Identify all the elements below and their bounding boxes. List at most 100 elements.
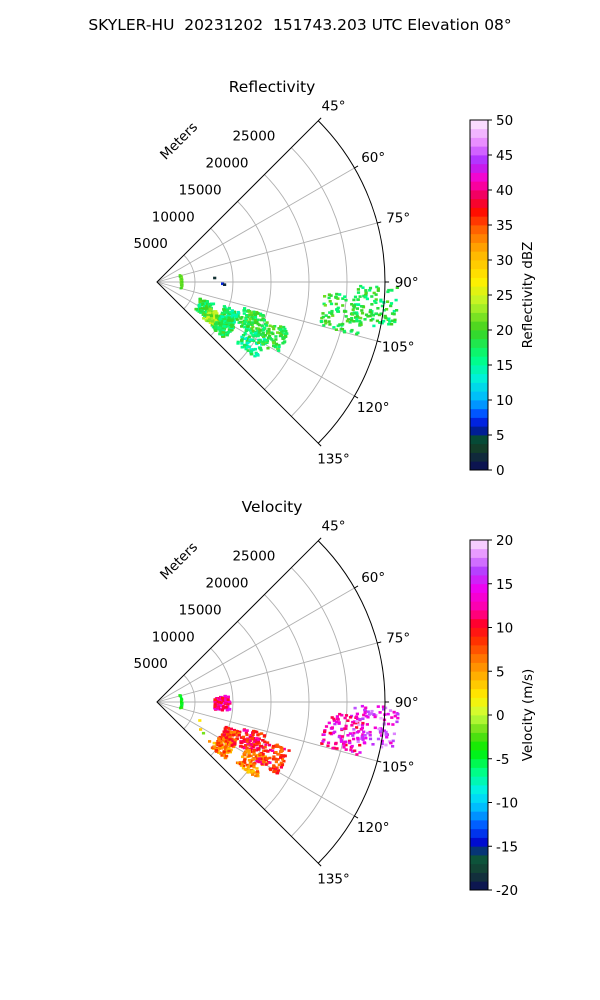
echo-pixel xyxy=(212,316,216,320)
echo-pixel xyxy=(396,712,400,716)
colorbar-segment xyxy=(470,443,488,453)
echo-pixel xyxy=(220,708,224,712)
echo-pixel xyxy=(372,324,376,328)
echo-pixel xyxy=(363,708,367,712)
colorbar-segment xyxy=(470,417,488,427)
echo-pixel xyxy=(321,312,325,315)
echo-pixel xyxy=(366,731,370,735)
echo-pixel xyxy=(357,723,361,726)
echo-pixel xyxy=(389,304,393,308)
echo-pixel xyxy=(374,312,378,315)
colorbar-tick-label: -10 xyxy=(496,796,518,812)
echo-pixel xyxy=(224,706,228,709)
echo-pixel xyxy=(323,730,327,733)
echo-pixel xyxy=(279,746,283,749)
echo-pixel xyxy=(386,712,390,716)
radial-axis-label: Meters xyxy=(157,119,201,163)
echo-pixel xyxy=(213,745,217,748)
echo-pixel xyxy=(213,703,217,706)
angle-tick xyxy=(317,537,322,542)
echo-pixel xyxy=(364,313,369,317)
colorbar-segment xyxy=(470,566,488,576)
echo-pixel xyxy=(249,311,254,314)
echo-pixel xyxy=(247,759,251,762)
echo-pixel xyxy=(260,324,264,327)
echo-pixel xyxy=(268,743,272,747)
echo-pixel xyxy=(349,748,353,752)
echo-pixel xyxy=(256,341,261,344)
echo-pixel xyxy=(364,706,368,710)
echo-pixel xyxy=(348,716,353,719)
echo-pixel xyxy=(348,741,352,745)
echo-pixel xyxy=(246,341,250,345)
echo-pixel xyxy=(321,740,325,743)
echo-pixel xyxy=(201,307,205,310)
echo-pixel xyxy=(246,743,250,746)
echo-pixel xyxy=(370,709,374,713)
echo-pixel xyxy=(355,307,359,310)
echo-pixel xyxy=(352,737,356,741)
echo-pixel xyxy=(278,328,282,331)
echo-pixel xyxy=(248,754,252,758)
echo-pixel xyxy=(261,340,265,344)
echo-pixel xyxy=(219,741,223,744)
echo-pixel xyxy=(258,338,262,342)
echo-pixel xyxy=(215,706,220,710)
echo-pixel xyxy=(226,737,230,741)
colorbar-segment xyxy=(470,837,488,847)
echo-pixel xyxy=(253,740,257,744)
echo-pixel xyxy=(254,774,258,778)
echo-pixel xyxy=(219,321,223,325)
echo-pixel xyxy=(213,328,217,332)
echo-pixel xyxy=(195,307,199,311)
echo-pixel xyxy=(224,739,228,742)
echo-pixel xyxy=(250,737,254,740)
echo-pixel xyxy=(204,308,208,311)
echo-pixel xyxy=(223,694,227,698)
echo-pixel xyxy=(201,731,206,735)
echo-pixel xyxy=(362,730,366,734)
echo-pixel xyxy=(245,740,250,743)
echo-pixel xyxy=(275,771,279,775)
echo-pixel xyxy=(350,328,354,332)
echo-pixel xyxy=(222,335,226,338)
echo-pixel xyxy=(253,331,257,335)
echo-pixel xyxy=(256,774,260,778)
colorbar-segment xyxy=(470,286,488,296)
echo-pixel xyxy=(198,297,202,301)
echo-pixel xyxy=(392,309,396,313)
echo-pixel xyxy=(242,729,246,732)
angle-tick-label: 75° xyxy=(386,210,410,226)
echo-pixel xyxy=(338,293,342,296)
echo-pixel xyxy=(251,329,255,332)
echo-pixel xyxy=(223,319,227,322)
echo-pixel xyxy=(245,339,249,343)
echo-pixel xyxy=(276,331,280,334)
echo-pixel xyxy=(334,328,338,331)
colorbar: 0 5 10 15 20 25 30 35 40 45 50 Reflectivity dBZ xyxy=(469,113,536,479)
echo-pixel xyxy=(263,734,267,737)
echo-pixel xyxy=(230,328,234,331)
echo-pixel xyxy=(346,734,350,737)
colorbar-segment xyxy=(470,452,488,462)
echo-pixel xyxy=(254,755,258,758)
echo-pixel xyxy=(264,763,268,766)
echo-pixel xyxy=(236,340,240,344)
echo-pixel xyxy=(222,305,226,308)
radial-tick-label: 10000 xyxy=(152,629,195,645)
angle-tick-label: 45° xyxy=(322,519,346,535)
colorbar-segment xyxy=(470,793,488,803)
echo-pixel xyxy=(329,294,333,297)
echo-pixel xyxy=(257,760,261,764)
colorbar-segment xyxy=(470,373,488,383)
colorbar-segment xyxy=(470,627,488,637)
colorbar-segment xyxy=(470,207,488,217)
echo-pixel xyxy=(258,328,262,332)
echo-pixel xyxy=(327,315,331,319)
echo-pixel xyxy=(260,762,264,766)
echo-pixel xyxy=(272,344,276,347)
azimuth-gridline xyxy=(156,222,378,283)
echo-pixel xyxy=(335,747,339,750)
echo-pixel xyxy=(373,299,377,303)
echo-pixel xyxy=(379,717,383,720)
